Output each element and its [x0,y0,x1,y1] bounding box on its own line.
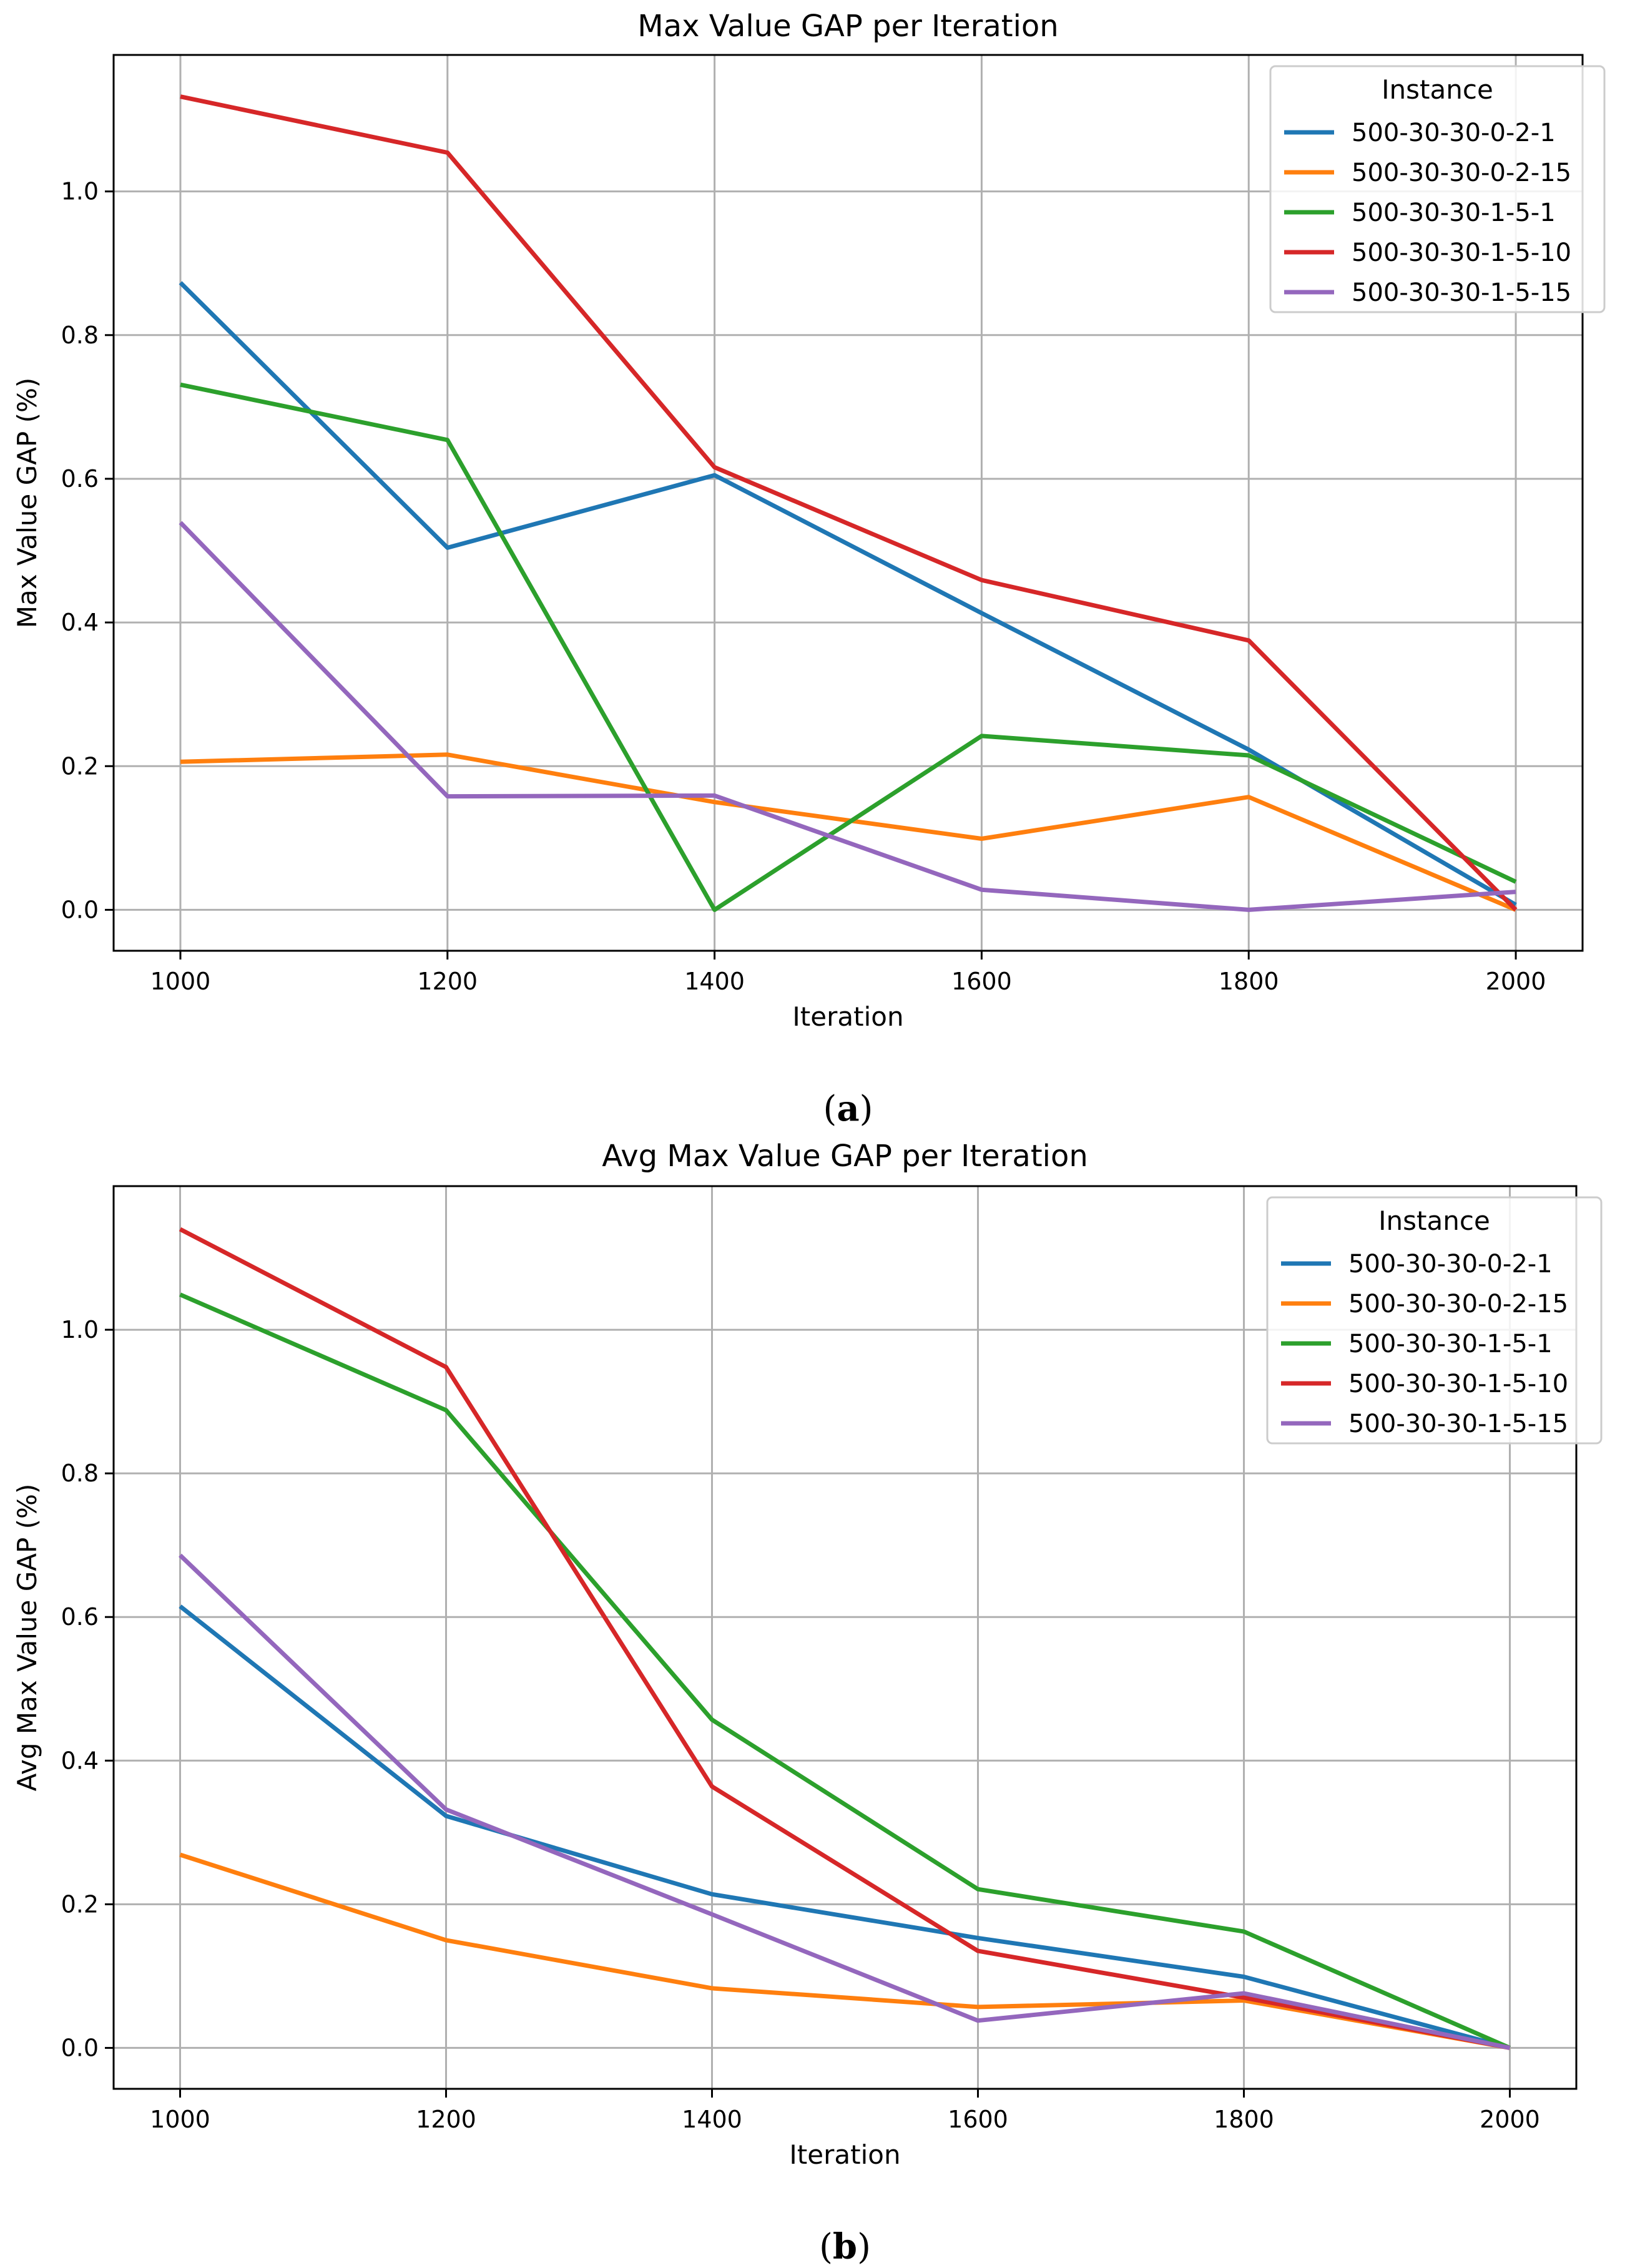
x-tick-label: 1000 [150,968,211,995]
y-tick-label: 0.2 [61,1890,99,1918]
caption-open: ( [823,1089,837,1129]
y-tick-label: 0.4 [61,1747,99,1774]
legend-title: Instance [1378,1205,1490,1236]
x-tick-label: 1400 [684,968,745,995]
chart-panel-a: Max Value GAP per Iteration 1000 1200 1400 1… [12,9,1606,1129]
caption-open: ( [819,2227,833,2267]
legend-entry-1: 500-30-30-0-2-15 [1348,1290,1568,1318]
x-tick-label: 1200 [417,968,478,995]
legend: Instance 500-30-30-0-2-1 500-30-30-0-2-15 5… [1266,1196,1603,1445]
series-line-0 [179,281,1517,907]
y-tick-label: 0.0 [61,2034,99,2061]
x-tick-label: 1800 [1214,2106,1274,2133]
x-tick-label: 1600 [951,968,1012,995]
legend-entry-3: 500-30-30-1-5-10 [1352,238,1571,267]
series-line-2 [179,1292,1511,2050]
x-tick-label: 1400 [682,2106,742,2133]
legend-entry-2: 500-30-30-1-5-1 [1352,199,1556,227]
chart-title: Avg Max Value GAP per Iteration [602,1139,1088,1174]
y-tick-label: 0.6 [61,1603,99,1631]
legend-entry-4: 500-30-30-1-5-15 [1352,278,1571,307]
series-line-3 [179,1227,1511,2050]
legend-entry-1: 500-30-30-0-2-15 [1352,159,1571,187]
x-tick-label: 2000 [1486,968,1546,995]
y-axis-label: Avg Max Value GAP (%) [12,1484,42,1792]
y-tick-label: 0.8 [61,322,99,349]
y-tick-label: 0.2 [61,752,99,780]
series-line-1 [179,1852,1511,2050]
y-tick-label: 1.0 [61,1316,99,1343]
plot-frame [112,1185,1578,2090]
legend-entry-3: 500-30-30-1-5-10 [1348,1370,1568,1398]
x-axis-label: Iteration [789,2139,900,2170]
caption-letter: b [833,2226,857,2267]
legend-entry-0: 500-30-30-0-2-1 [1352,119,1556,147]
series-line-0 [179,1604,1511,2050]
x-tick-label: 1200 [416,2106,476,2133]
x-tick-label: 1800 [1219,968,1279,995]
y-axis-label: Max Value GAP (%) [12,378,42,629]
chart-title: Max Value GAP per Iteration [637,9,1058,44]
caption-close: ) [860,1089,873,1129]
caption-letter: a [837,1088,859,1129]
legend-box [1269,65,1606,313]
x-tick-label: 2000 [1480,2106,1540,2133]
legend: Instance 500-30-30-0-2-1 500-30-30-0-2-15 5… [1269,65,1606,313]
y-tick-label: 0.0 [61,896,99,923]
series-line-3 [180,94,1518,911]
y-tick-label: 0.4 [61,609,99,636]
series-line-2 [180,382,1517,912]
series-line-4 [179,521,1516,912]
y-tick-label: 0.8 [61,1460,99,1487]
x-tick-label: 1600 [948,2106,1008,2133]
caption-close: ) [857,2227,871,2267]
panel-caption: (b) [819,2226,871,2267]
series-line-4 [179,1553,1511,2050]
x-axis-label: Iteration [792,1001,903,1032]
panel-caption: (a) [823,1088,873,1129]
chart-panel-b: Avg Max Value GAP per Iteration 1000 1200 1… [12,1139,1603,2267]
series-line-1 [180,752,1517,912]
y-tick-label: 0.6 [61,465,99,493]
y-tick-label: 1.0 [61,178,99,205]
legend-entry-2: 500-30-30-1-5-1 [1348,1330,1553,1358]
x-tick-label: 1000 [150,2106,210,2133]
plot-frame [112,54,1584,952]
legend-entry-4: 500-30-30-1-5-15 [1348,1410,1568,1438]
legend-title: Instance [1382,74,1493,105]
legend-box [1266,1196,1603,1445]
legend-entry-0: 500-30-30-0-2-1 [1348,1250,1553,1279]
